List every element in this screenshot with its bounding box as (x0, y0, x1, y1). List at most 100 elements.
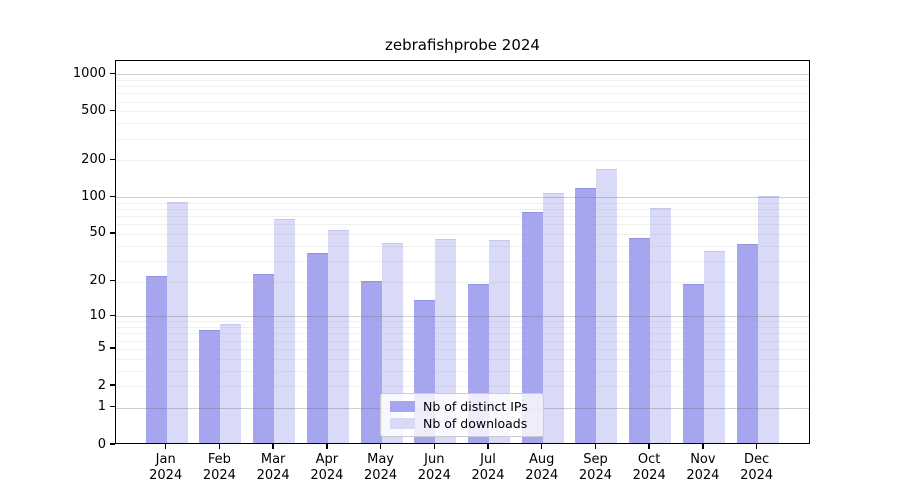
legend-swatch-downloads (390, 418, 415, 429)
minor-gridline-900 (116, 79, 809, 81)
x-tick-label-sep: Sep 2024 (578, 452, 612, 483)
x-tick-may (379, 444, 382, 449)
minor-gridline-8 (116, 327, 809, 329)
y-tick-label-2: 2 (97, 377, 106, 393)
minor-gridline-4 (116, 358, 809, 360)
bar-downloads-apr (327, 229, 349, 443)
minor-gridline-40 (116, 245, 809, 247)
plot-area: Nb of distinct IPs Nb of downloads (115, 60, 810, 444)
x-tick-nov (702, 444, 704, 449)
bar-distinct-ips-dec (736, 244, 758, 443)
minor-gridline-5 (116, 348, 809, 350)
minor-gridline-9 (116, 321, 809, 323)
bar-downloads-dec (757, 195, 779, 443)
minor-gridline-90 (116, 202, 809, 204)
bar-downloads-may (381, 242, 403, 443)
x-tick-label-jul: Jul 2024 (471, 452, 505, 483)
x-tick-jul (487, 444, 489, 449)
minor-gridline-800 (116, 86, 809, 88)
bar-downloads-oct (650, 207, 672, 443)
y-tick-label-50: 50 (89, 225, 106, 241)
x-tick-label-oct: Oct 2024 (632, 452, 666, 483)
bar-downloads-mar (274, 218, 296, 443)
minor-gridline-500 (116, 111, 809, 113)
bar-downloads-jun (435, 238, 457, 443)
bar-distinct-ips-aug (521, 211, 543, 443)
x-tick-label-nov: Nov 2024 (686, 452, 720, 483)
bar-distinct-ips-mar (253, 273, 275, 443)
bar-distinct-ips-apr (306, 252, 328, 443)
y-tick-label-200: 200 (81, 151, 106, 167)
x-tick-aug (541, 444, 543, 449)
x-tick-label-aug: Aug 2024 (525, 452, 559, 483)
bar-downloads-feb (220, 324, 242, 443)
bar-distinct-ips-may (360, 281, 382, 443)
bar-distinct-ips-sep (575, 187, 597, 443)
minor-gridline-3 (116, 370, 809, 372)
x-tick-dec (755, 444, 758, 449)
y-tick-label-1: 1 (97, 399, 106, 415)
legend-swatch-distinct-ips (390, 401, 415, 412)
x-tick-label-may: May 2024 (364, 452, 398, 483)
bar-distinct-ips-nov (682, 283, 704, 443)
y-tick-1000 (110, 72, 115, 74)
minor-gridline-70 (116, 216, 809, 218)
bar-downloads-aug (542, 193, 564, 443)
minor-gridline-6 (116, 340, 809, 342)
minor-gridline-700 (116, 93, 809, 95)
minor-gridline-2 (116, 386, 809, 388)
minor-gridline-80 (116, 209, 809, 211)
legend-label-downloads: Nb of downloads (423, 416, 528, 431)
y-tick-50 (110, 232, 115, 234)
major-gridline-10 (116, 316, 809, 318)
y-tick-label-500: 500 (81, 102, 106, 118)
minor-gridline-300 (116, 138, 809, 140)
minor-gridline-20 (116, 281, 809, 283)
chart-title: zebrafishprobe 2024 (385, 36, 540, 54)
y-tick-500 (110, 109, 115, 112)
x-tick-label-jan: Jan 2024 (149, 452, 183, 483)
legend-label-distinct-ips: Nb of distinct IPs (423, 399, 528, 414)
x-tick-mar (272, 444, 274, 449)
y-tick-label-0: 0 (97, 436, 106, 452)
x-tick-label-apr: Apr 2024 (310, 452, 344, 483)
bar-distinct-ips-jan (145, 276, 167, 443)
x-tick-jun (433, 444, 435, 449)
bar-downloads-jan (166, 201, 188, 443)
y-tick-10 (110, 314, 115, 316)
y-tick-label-5: 5 (97, 340, 106, 356)
y-tick-2 (110, 384, 115, 386)
minor-gridline-600 (116, 101, 809, 103)
y-tick-100 (110, 195, 115, 198)
y-tick-label-10: 10 (89, 307, 106, 323)
major-gridline-100 (116, 197, 809, 199)
y-tick-200 (110, 158, 115, 161)
minor-gridline-60 (116, 224, 809, 226)
bar-distinct-ips-feb (199, 330, 221, 443)
x-tick-label-mar: Mar 2024 (256, 452, 290, 483)
bar-downloads-sep (596, 168, 618, 443)
major-gridline-1000 (116, 74, 809, 76)
y-tick-label-20: 20 (89, 273, 106, 289)
bar-downloads-jul (489, 240, 511, 443)
y-tick-1 (110, 406, 115, 408)
x-tick-sep (594, 444, 597, 449)
minor-gridline-50 (116, 233, 809, 235)
legend: Nb of distinct IPs Nb of downloads (380, 393, 544, 437)
minor-gridline-7 (116, 333, 809, 335)
minor-gridline-400 (116, 123, 809, 125)
y-tick-5 (110, 347, 115, 349)
x-tick-jan (165, 444, 167, 449)
x-tick-label-dec: Dec 2024 (740, 452, 774, 483)
bar-distinct-ips-oct (629, 237, 651, 443)
minor-gridline-200 (116, 160, 809, 162)
y-tick-20 (110, 279, 115, 282)
legend-item-downloads: Nb of downloads (390, 416, 535, 431)
bar-downloads-nov (703, 251, 725, 443)
x-tick-oct (648, 444, 650, 449)
y-tick-label-100: 100 (81, 188, 106, 204)
minor-gridline-30 (116, 260, 809, 262)
y-tick-0 (110, 443, 115, 445)
x-tick-label-jun: Jun 2024 (417, 452, 451, 483)
